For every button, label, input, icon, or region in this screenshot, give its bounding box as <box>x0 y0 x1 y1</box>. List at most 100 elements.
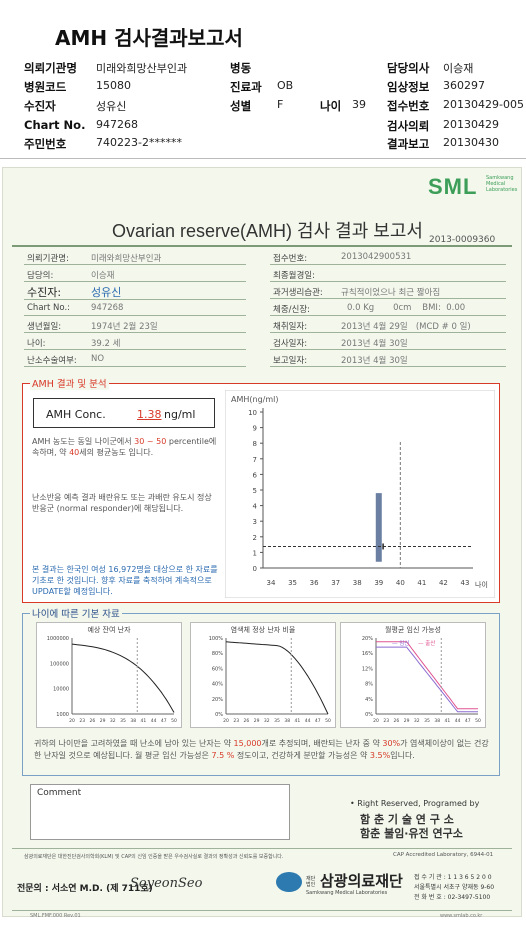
field-rule <box>270 298 506 299</box>
x-tick-label: 35 <box>424 718 430 724</box>
field-value-institution: 미래와희망산부인과 <box>91 254 162 264</box>
x-tick-label: 23 <box>383 718 389 724</box>
value-report-date: 20130430 <box>443 136 499 149</box>
field-label-menses: 과거생리습관: <box>273 288 323 298</box>
x-tick-label: 29 <box>100 718 106 724</box>
field-label-test-date: 검사일자: <box>273 339 308 349</box>
y-tick-label: 5 <box>253 487 257 495</box>
y-tick-label: 20% <box>212 697 223 703</box>
chromosome-chart: 염색체 정상 난자 비율 100% 80% 60% 40% 20% 0%20 23 26 29 32… <box>209 625 331 724</box>
percentile-range: 30 ~ 50 <box>134 437 167 446</box>
foundation-logo-icon <box>276 872 302 892</box>
x-tick-label: 20 <box>69 718 75 724</box>
value-age: 39 <box>352 98 366 111</box>
x-tick-label: 26 <box>90 718 96 724</box>
field-value-test-date: 2013년 4월 30일 <box>341 339 408 349</box>
x-tick-label: 41 <box>417 579 426 587</box>
chart-frame <box>225 390 495 598</box>
footer-code: SML.FMF.000 Rev.01 <box>30 913 81 919</box>
page-title: AMH 검사결과보고서 <box>55 26 243 50</box>
accreditation-note: 삼광의료재단은 대한진단검사의학회(KLM) 및 CAP의 신임 인증을 받은 … <box>24 854 284 860</box>
para-text: 가 염색체이상이 없는 건강한 난자일 것으로 예상됩니다. 월 평균 임신 가… <box>34 739 489 760</box>
field-rule <box>24 315 246 316</box>
field-label-report-date: 보고일자: <box>273 356 308 366</box>
x-tick-label: 26 <box>394 718 400 724</box>
x-tick-label: 41 <box>295 718 301 724</box>
label-patient: 수진자 <box>24 99 56 113</box>
label-doctor: 담당의사 <box>387 61 430 75</box>
y-tick-label: 8 <box>253 440 257 448</box>
doctor-signature: SoyeonSeo <box>130 876 203 891</box>
para-text: 세의 평균농도 입니다. <box>79 448 154 457</box>
address-line-1: 접 수 기 관 : 1 1 3 6 5 2 0 0 <box>414 874 492 881</box>
x-tick-label: 50 <box>325 718 331 724</box>
y-tick-label: 80% <box>212 651 223 657</box>
value-institution: 미래와희망산부인과 <box>96 62 188 75</box>
field-rule <box>24 349 246 350</box>
y-tick-label: 1000000 <box>47 636 69 642</box>
y-tick-label: 40% <box>212 682 223 688</box>
curve-line <box>225 641 329 715</box>
field-label-birthdate: 생년월일: <box>27 322 62 332</box>
label-age: 나이 <box>320 99 342 113</box>
address-line-3: 전 화 번 호 : 02-3497-5100 <box>414 894 491 901</box>
x-tick-label: 36 <box>310 579 319 587</box>
equivalent-age: 40 <box>69 448 80 457</box>
field-value-ovary-surgery: NO <box>91 354 105 364</box>
x-tick-label: 34 <box>267 579 276 587</box>
pregnancy-pct: 7.5 % <box>211 751 235 760</box>
rights-text: • Right Reserved, Programed by <box>350 799 480 808</box>
para-text: 귀하의 나이만을 고려하였을 때 난소에 남아 있는 난자는 약 <box>34 739 234 748</box>
y-tick-label: 3 <box>253 518 257 526</box>
field-value-collection: 2013년 4월 29일 (MCD # 0 일) <box>341 322 471 332</box>
x-tick-label: 50 <box>475 718 481 724</box>
chart-title: 월평균 임신 가능성 <box>385 625 441 634</box>
y-tick-label: 6 <box>253 471 258 479</box>
field-rule <box>24 299 246 300</box>
amh-conc-label: AMH Conc. <box>46 408 106 421</box>
label-chart-no: Chart No. <box>24 118 86 132</box>
address-line-2: 서울특별시 서초구 양재동 9-60 <box>414 884 495 891</box>
footer-url: www.smlab.co.kr <box>440 913 483 919</box>
x-tick-label: 32 <box>110 718 116 724</box>
field-label-patient: 수진자: <box>27 286 62 299</box>
x-tick-label: 20 <box>373 718 379 724</box>
x-tick-label: 38 <box>353 579 362 587</box>
y-tick-label: 1 <box>253 549 257 557</box>
foundation-en: Samkwang Medical Laboratories <box>306 890 388 896</box>
sml-logo: SML <box>428 174 478 199</box>
field-value-report-date: 2013년 4월 30일 <box>341 356 408 366</box>
delivery-pct: 3.5% <box>369 751 391 760</box>
value-doctor: 이승재 <box>443 62 474 75</box>
amh-conc-unit: ng/ml <box>164 408 196 421</box>
value-sex: F <box>277 98 284 111</box>
x-tick-label: 39 <box>374 579 383 587</box>
eggs-chart-panel <box>36 622 182 728</box>
value-resident-no: 740223-2****** <box>96 136 182 149</box>
abnormal-pct: 30% <box>382 739 401 748</box>
y-tick-label: 0% <box>215 712 223 718</box>
report-title: Ovarian reserve(AMH) 검사 결과 보고서 <box>112 221 423 241</box>
y-tick-label: 12% <box>362 666 373 672</box>
field-value-chart-no: 947268 <box>91 303 124 313</box>
value-patient: 성유신 <box>96 100 127 113</box>
x-tick-label: 20 <box>223 718 229 724</box>
chart-title: 예상 잔여 난자 <box>87 625 131 634</box>
value-request-date: 20130429 <box>443 118 499 131</box>
field-value-receipt: 2013042900531 <box>341 252 412 262</box>
field-label-chart-no: Chart No.: <box>27 303 71 313</box>
label-sex: 성별 <box>230 99 252 113</box>
field-label-weight-height: 체중/신장: <box>273 305 311 315</box>
y-tick-label: 8% <box>365 682 373 688</box>
org-name-1: 함 춘 기 술 연 구 소 <box>360 813 454 826</box>
x-tick-label: 23 <box>233 718 239 724</box>
pregnancy-chart-panel <box>340 622 486 728</box>
amh-section-title: AMH 결과 및 분석 <box>30 376 109 390</box>
amh-conc-box <box>33 398 215 428</box>
x-tick-label: 43 <box>461 579 470 587</box>
eggs-count: 15,000 <box>233 739 262 748</box>
x-tick-label: 38 <box>284 718 290 724</box>
y-tick-label: 100000 <box>50 661 69 667</box>
